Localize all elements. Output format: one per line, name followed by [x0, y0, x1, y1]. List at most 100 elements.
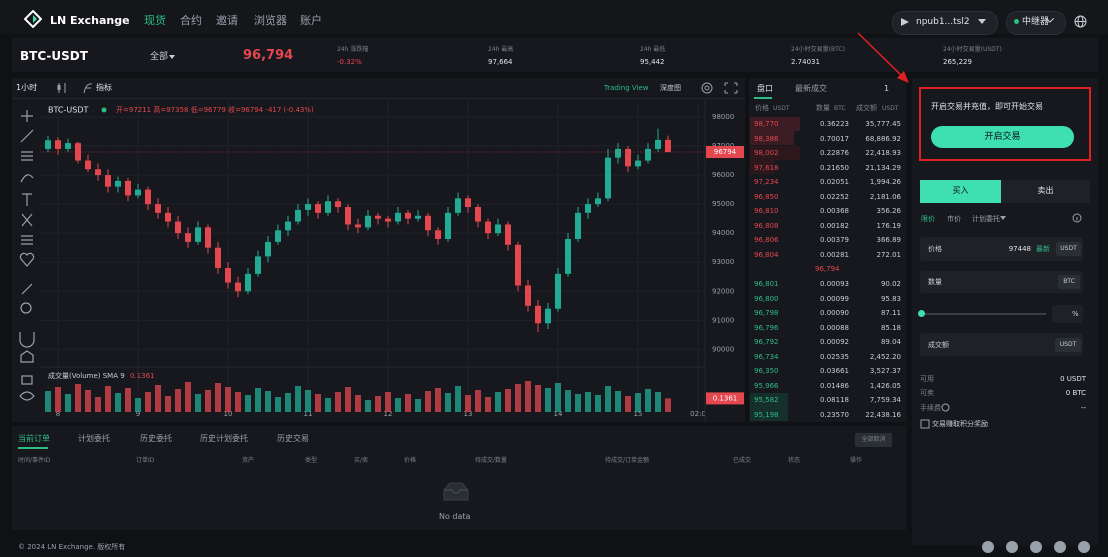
orderbook-tab[interactable]: 盘口: [757, 84, 773, 93]
orders-tab[interactable]: 计划委托: [78, 434, 110, 443]
nav-item[interactable]: 浏览器: [254, 14, 287, 27]
view-switch[interactable]: 深度图: [660, 84, 681, 92]
order-type[interactable]: 市价: [947, 215, 961, 223]
cancel-all-button[interactable]: [855, 433, 892, 447]
volume-bar: [375, 396, 381, 412]
orders-tab[interactable]: 历史计划委托: [200, 434, 248, 443]
volume-bar: [455, 386, 461, 412]
buy-tab[interactable]: [920, 180, 1001, 203]
balance-label: 可卖: [920, 389, 934, 397]
orders-tab[interactable]: 历史交易: [277, 434, 309, 443]
volume-bar: [395, 398, 401, 412]
bids-amount: 0.03661: [820, 367, 849, 375]
indicators[interactable]: 指标: [96, 83, 112, 92]
key-icon: [901, 18, 909, 26]
bids-price: 96,798: [754, 309, 779, 317]
price-value: 97448: [1008, 245, 1031, 253]
candle-body: [245, 273, 251, 292]
market-filter[interactable]: 全部: [150, 52, 169, 62]
unit-chip: [1055, 338, 1081, 352]
candle-body: [605, 157, 611, 199]
bids-amount: 0.23570: [820, 410, 849, 419]
volume-bar: [525, 381, 531, 412]
amount-input[interactable]: [920, 271, 1083, 293]
account-pill[interactable]: [892, 11, 998, 35]
cancel-all-label[interactable]: 全部取消: [861, 436, 886, 443]
rewards-link[interactable]: 交易赚取积分奖励: [932, 420, 988, 428]
nav-item[interactable]: 邀请: [216, 14, 238, 27]
orders-tab[interactable]: 历史委托: [140, 434, 172, 443]
volume-bar: [255, 388, 261, 412]
chart-settings[interactable]: [700, 81, 740, 95]
volume-bar: [205, 390, 211, 412]
column-unit: USDT: [773, 105, 790, 112]
price-input[interactable]: [920, 237, 1083, 261]
percent-input[interactable]: [1052, 305, 1083, 323]
open-trading-label[interactable]: 开启交易: [984, 132, 1021, 142]
candle-body: [155, 204, 161, 213]
last-price-label: 96794: [714, 148, 737, 156]
column-header: 成交额: [856, 104, 877, 112]
candle-body: [625, 148, 631, 167]
interval[interactable]: 1小时: [16, 83, 38, 92]
candle-body: [135, 189, 141, 196]
x-tick-label: 8: [56, 410, 60, 418]
bids-amount: 0.00093: [820, 280, 849, 288]
orderbook-tab[interactable]: 最新成交: [795, 84, 827, 93]
view-switch[interactable]: Trading View: [604, 84, 649, 92]
volume-bar: [345, 387, 351, 412]
volume-bar: [105, 386, 111, 412]
volume-bar: [325, 398, 331, 412]
volume-bar: [365, 400, 371, 412]
y-tick-label: 96000: [712, 171, 734, 179]
mid-price: 96,794: [815, 265, 840, 273]
volume-title: 成交量(Volume) SMA 9: [48, 371, 125, 380]
stat-label: 24小时交易量(BTC): [791, 46, 845, 53]
field-label: 数量: [928, 278, 942, 286]
candle-body: [455, 198, 461, 213]
asks-amount: 0.00368: [820, 207, 849, 215]
volume-bar: [215, 383, 221, 412]
candle-body: [595, 198, 601, 205]
ask-depth: [750, 131, 794, 145]
volume-bar: [575, 394, 581, 412]
x-tick-label: 12: [384, 410, 393, 418]
language-icon[interactable]: [1074, 15, 1087, 28]
y-tick-label: 92000: [712, 287, 734, 295]
candle-body: [115, 180, 121, 187]
total-input[interactable]: [920, 333, 1083, 356]
order-type[interactable]: 限价: [921, 215, 935, 223]
volume-bar: [275, 397, 281, 412]
orders-tab[interactable]: 当前订单: [18, 434, 50, 443]
candle-body: [195, 227, 201, 242]
buy-label[interactable]: 买入: [952, 186, 969, 195]
nav-item[interactable]: 现货: [144, 14, 166, 27]
drawing-tools[interactable]: [14, 100, 40, 410]
asks-price: 96,804: [754, 250, 779, 259]
asks-price: 97,234: [754, 178, 779, 186]
order-type[interactable]: 计划委托: [972, 215, 1000, 223]
bids-total: 90.02: [880, 280, 901, 288]
nav-item[interactable]: 合约: [180, 14, 202, 27]
percent-slider[interactable]: [922, 313, 1046, 315]
volume-bar: [655, 392, 661, 412]
price-hint[interactable]: 最新: [1036, 245, 1050, 253]
candle-type-icon[interactable]: [56, 82, 68, 94]
volume-bar: [545, 388, 551, 412]
volume-bar: [245, 395, 251, 412]
slider-knob[interactable]: [918, 310, 925, 317]
asks-total: 356.26: [876, 207, 902, 215]
info-icon[interactable]: [1072, 213, 1082, 223]
fee-info-icon[interactable]: [941, 403, 950, 412]
nav-item[interactable]: 账户: [300, 14, 322, 27]
precision[interactable]: 1: [884, 84, 890, 93]
social-links[interactable]: [980, 540, 1096, 554]
indicator-icon[interactable]: [82, 82, 94, 94]
sell-tab[interactable]: [1001, 180, 1090, 203]
asks-amount: 0.00379: [820, 236, 849, 244]
volume-bar: [335, 392, 341, 412]
volume-bar: [165, 396, 171, 412]
asks-total: 21,134.29: [865, 163, 901, 172]
volume-bar: [135, 398, 141, 412]
sell-label[interactable]: 卖出: [1037, 186, 1054, 195]
